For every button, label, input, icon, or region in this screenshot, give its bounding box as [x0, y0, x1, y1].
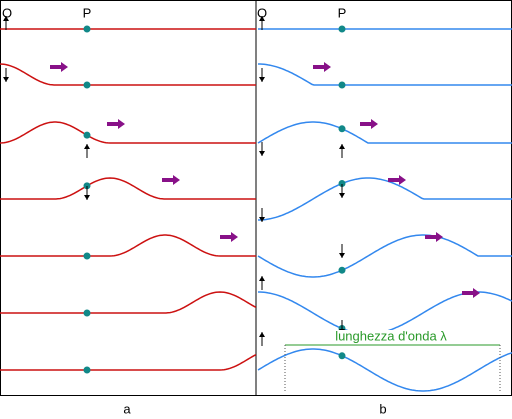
- point-label: P: [338, 5, 347, 20]
- wave: [0, 121, 256, 144]
- propagation-arrow: [162, 175, 180, 185]
- point-p: [338, 266, 346, 274]
- wave: [258, 63, 512, 86]
- wave: [0, 353, 256, 371]
- point-p: [83, 81, 91, 89]
- panel-caption: a: [123, 401, 131, 416]
- motion-arrow-head: [259, 217, 265, 222]
- label-bg: [330, 330, 452, 344]
- propagation-arrow: [220, 232, 238, 242]
- motion-arrow-head: [339, 193, 345, 198]
- point-p: [83, 131, 91, 139]
- motion-arrow-head: [84, 144, 90, 149]
- wave: [0, 177, 256, 200]
- point-p: [338, 352, 346, 360]
- panel-caption: b: [379, 401, 386, 416]
- motion-arrow-head: [259, 151, 265, 156]
- wave: [257, 348, 512, 392]
- origin-label: O: [2, 5, 12, 20]
- propagation-arrow: [425, 232, 443, 242]
- point-p: [338, 81, 346, 89]
- origin-label: O: [257, 5, 267, 20]
- point-p: [83, 366, 91, 374]
- wave: [0, 234, 256, 257]
- point-p: [83, 25, 91, 33]
- point-p: [338, 25, 346, 33]
- wavelength-label: lunghezza d'onda λ: [335, 328, 447, 343]
- point-p: [83, 309, 91, 317]
- motion-arrow-head: [259, 332, 265, 337]
- propagation-arrow: [462, 288, 480, 298]
- point-label: P: [83, 5, 92, 20]
- propagation-arrow: [360, 119, 378, 129]
- wave: [258, 177, 512, 221]
- motion-arrow-head: [259, 16, 265, 21]
- propagation-arrow: [388, 175, 406, 185]
- motion-arrow-head: [84, 195, 90, 200]
- motion-arrow-head: [259, 77, 265, 82]
- motion-arrow-head: [3, 16, 9, 21]
- motion-arrow-head: [259, 276, 265, 281]
- motion-arrow-head: [339, 253, 345, 258]
- wave: [257, 234, 512, 278]
- point-p: [83, 252, 91, 260]
- propagation-arrow: [107, 119, 125, 129]
- motion-arrow-head: [3, 77, 9, 82]
- panel-a-waves: [0, 28, 256, 371]
- wave: [0, 63, 256, 86]
- wave: [0, 291, 256, 314]
- point-p: [83, 182, 91, 190]
- point-p: [338, 180, 346, 188]
- wave: [257, 121, 512, 144]
- propagation-arrow: [50, 62, 68, 72]
- point-p: [338, 125, 346, 133]
- propagation-arrow: [313, 62, 331, 72]
- markers: [3, 16, 480, 374]
- motion-arrow-head: [339, 144, 345, 149]
